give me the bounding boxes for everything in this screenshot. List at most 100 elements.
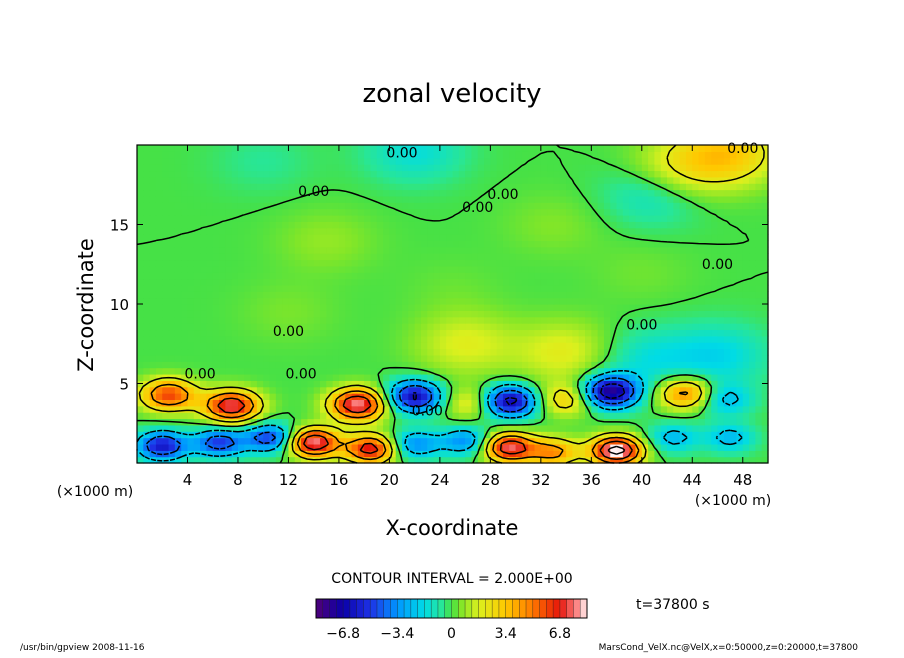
field-cell bbox=[181, 405, 189, 413]
field-cell bbox=[484, 361, 491, 369]
field-cell bbox=[225, 431, 233, 439]
field-cell bbox=[553, 412, 561, 420]
field-cell bbox=[408, 246, 416, 254]
field-cell bbox=[427, 310, 435, 318]
field-cell bbox=[301, 278, 308, 286]
field-cell bbox=[351, 386, 359, 394]
field-cell bbox=[282, 342, 290, 350]
field-cell bbox=[219, 450, 226, 458]
field-cell bbox=[282, 456, 290, 464]
field-cell bbox=[496, 246, 504, 254]
field-cell bbox=[736, 221, 744, 229]
field-cell bbox=[509, 214, 517, 222]
field-cell bbox=[174, 348, 182, 356]
field-cell bbox=[143, 297, 151, 305]
field-cell bbox=[673, 214, 681, 222]
field-cell bbox=[420, 418, 428, 426]
field-cell bbox=[559, 170, 567, 178]
field-cell bbox=[307, 253, 315, 261]
field-cell bbox=[414, 151, 422, 159]
field-cell bbox=[635, 240, 643, 248]
field-cell bbox=[307, 145, 315, 152]
field-cell bbox=[635, 323, 643, 331]
field-cell bbox=[610, 214, 618, 222]
field-cell bbox=[452, 183, 460, 191]
field-cell bbox=[408, 272, 416, 280]
field-cell bbox=[446, 329, 454, 337]
field-cell bbox=[351, 291, 359, 299]
field-cell bbox=[736, 348, 744, 356]
field-cell bbox=[439, 259, 447, 267]
field-cell bbox=[149, 329, 157, 337]
field-cell bbox=[673, 145, 681, 152]
field-cell bbox=[673, 354, 681, 362]
field-cell bbox=[301, 393, 308, 400]
field-cell bbox=[641, 335, 649, 343]
field-cell bbox=[383, 418, 390, 426]
field-cell bbox=[395, 240, 403, 248]
field-cell bbox=[521, 189, 529, 197]
field-cell bbox=[282, 373, 290, 381]
field-cell bbox=[294, 373, 302, 381]
field-cell bbox=[578, 183, 586, 191]
field-cell bbox=[383, 405, 390, 413]
field-cell bbox=[641, 214, 649, 222]
field-cell bbox=[484, 253, 491, 261]
field-cell bbox=[704, 291, 712, 299]
field-cell bbox=[376, 240, 384, 248]
field-cell bbox=[540, 234, 548, 241]
field-cell bbox=[256, 259, 264, 267]
field-cell bbox=[307, 214, 315, 222]
field-cell bbox=[654, 297, 662, 305]
field-cell bbox=[288, 393, 296, 400]
field-cell bbox=[704, 246, 712, 254]
field-cell bbox=[547, 284, 555, 292]
field-cell bbox=[553, 342, 561, 350]
field-cell bbox=[610, 304, 618, 311]
field-cell bbox=[244, 157, 252, 165]
field-cell bbox=[433, 329, 441, 337]
field-cell bbox=[225, 443, 233, 451]
field-cell bbox=[357, 310, 365, 318]
field-cell bbox=[427, 221, 435, 229]
field-cell bbox=[597, 253, 605, 261]
field-cell bbox=[660, 380, 668, 388]
field-cell bbox=[654, 170, 662, 178]
field-cell bbox=[263, 329, 271, 337]
field-cell bbox=[717, 170, 725, 178]
field-cell bbox=[307, 329, 315, 337]
field-cell bbox=[288, 329, 296, 337]
field-cell bbox=[219, 399, 226, 407]
field-cell bbox=[685, 246, 693, 254]
field-cell bbox=[187, 304, 195, 311]
field-cell bbox=[427, 342, 435, 350]
field-cell bbox=[383, 412, 390, 420]
field-cell bbox=[357, 176, 365, 184]
field-cell bbox=[433, 443, 441, 451]
field-cell bbox=[395, 342, 403, 350]
field-cell bbox=[433, 259, 441, 267]
field-cell bbox=[427, 157, 435, 165]
field-cell bbox=[616, 240, 624, 248]
field-cell bbox=[282, 386, 290, 394]
field-cell bbox=[755, 208, 763, 216]
field-cell bbox=[622, 202, 630, 210]
field-cell bbox=[370, 424, 378, 432]
field-cell bbox=[389, 221, 397, 229]
field-cell bbox=[307, 272, 315, 280]
field-cell bbox=[742, 412, 750, 420]
field-cell bbox=[439, 335, 447, 343]
field-cell bbox=[155, 227, 163, 235]
field-cell bbox=[212, 399, 220, 407]
field-cell bbox=[181, 316, 189, 324]
field-cell bbox=[250, 157, 258, 165]
field-cell bbox=[364, 373, 372, 381]
field-cell bbox=[465, 323, 473, 331]
field-cell bbox=[521, 450, 529, 458]
field-cell bbox=[490, 329, 498, 337]
field-cell bbox=[408, 335, 416, 343]
field-cell bbox=[162, 234, 170, 241]
field-cell bbox=[427, 367, 435, 375]
field-cell bbox=[704, 323, 712, 331]
field-cell bbox=[275, 418, 283, 426]
